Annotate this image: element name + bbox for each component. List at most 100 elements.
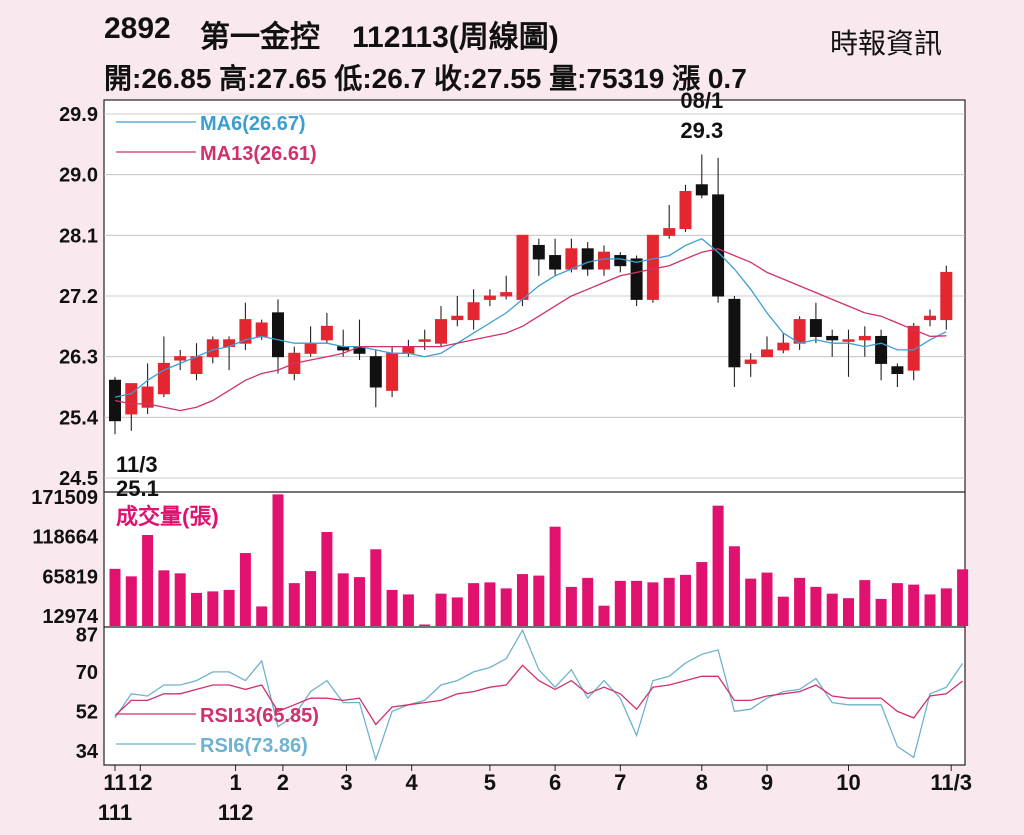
volume-bar: [386, 589, 398, 626]
price-tick-label: 25.4: [59, 407, 99, 429]
volume-bar: [680, 574, 691, 626]
candle-body: [109, 379, 121, 422]
stock-code: 2892: [104, 12, 171, 45]
volume-bar: [924, 594, 936, 626]
volume-bar: [631, 580, 643, 626]
candle-body: [777, 342, 790, 351]
candle-body: [206, 339, 219, 358]
volume-bar: [321, 531, 333, 626]
candle-body: [141, 386, 154, 408]
candle-body: [793, 319, 806, 344]
candle-body: [320, 325, 333, 341]
volume-bar: [256, 606, 268, 626]
x-tick-year-label: 111: [98, 800, 132, 825]
volume-bar: [288, 583, 300, 626]
volume-bar: [419, 624, 431, 626]
volume-bar: [859, 580, 871, 626]
volume-bar: [728, 546, 740, 626]
volume-bar: [354, 577, 365, 626]
volume-bar: [582, 577, 594, 626]
low-value-annotation: 25.1: [116, 476, 159, 501]
price-tick-label: 24.5: [59, 468, 98, 490]
volume-bar: [370, 549, 382, 626]
x-tick-label: 4: [406, 770, 419, 795]
candle-body: [875, 335, 888, 364]
candle-body: [386, 352, 399, 391]
rsi-legend-label: RSI6(73.86): [200, 735, 308, 757]
volume-bar: [647, 582, 659, 626]
volume-bar: [875, 598, 887, 626]
candle-body: [500, 292, 513, 297]
volume-bar: [565, 586, 577, 626]
rsi-tick-label: 34: [76, 741, 99, 763]
volume-bar: [207, 591, 219, 626]
candle-body: [940, 271, 953, 321]
candle-body: [402, 346, 415, 354]
volume-tick-label: 65819: [42, 566, 98, 588]
candle-body: [761, 349, 773, 358]
volume-bar: [957, 569, 969, 626]
price-tick-label: 29.9: [59, 104, 98, 126]
peak-value-annotation: 29.3: [680, 118, 723, 143]
candle-body: [174, 356, 187, 361]
rsi-tick-label: 70: [76, 662, 98, 684]
volume-bar: [891, 583, 903, 626]
x-tick-label: 5: [484, 770, 496, 795]
price-tick-label: 26.3: [59, 347, 98, 369]
candle-body: [565, 248, 578, 270]
price-tick-label: 27.2: [59, 286, 98, 308]
candle-body: [891, 366, 904, 375]
volume-bar: [598, 605, 610, 626]
candle-body: [239, 319, 252, 344]
chart-date-range: 112113(周線圖): [352, 21, 559, 54]
rsi13-line: [114, 664, 964, 726]
volume-bar: [712, 505, 724, 626]
peak-date-annotation: 08/1: [680, 88, 723, 113]
chart-frame: [103, 99, 966, 766]
volume-bar: [794, 577, 806, 626]
x-tick-label: 3: [340, 770, 352, 795]
x-tick-label: 8: [696, 770, 708, 795]
candle-body: [451, 315, 464, 321]
candle-body: [728, 298, 741, 368]
volume-title: 成交量(張): [116, 504, 219, 529]
candle-body: [304, 342, 317, 354]
x-tick-label: 10: [836, 770, 860, 795]
x-tick-label: 11/3: [930, 770, 972, 795]
candle-body: [744, 359, 757, 364]
candle-body: [190, 356, 203, 375]
rsi6-line: [114, 628, 964, 762]
legend-label: MA6(26.67): [200, 113, 306, 135]
volume-bar: [191, 592, 202, 626]
candle-body: [549, 255, 562, 270]
volume-bar: [305, 571, 317, 626]
candle-body: [255, 322, 268, 337]
candle-body: [435, 319, 447, 344]
volume-bar: [158, 570, 170, 626]
x-tick-label: 7: [614, 770, 626, 795]
candle-body: [907, 325, 920, 371]
volume-bar: [696, 562, 708, 626]
candle-body: [646, 234, 659, 300]
source-label: 時報資訊: [830, 28, 943, 59]
volume-bar: [223, 589, 235, 626]
ma6-line: [114, 237, 947, 398]
x-tick-label: 2: [277, 770, 289, 795]
candle-body: [614, 255, 627, 267]
stock-name: 第一金控: [200, 21, 320, 54]
volume-bar: [761, 572, 773, 626]
candle-body: [272, 312, 284, 358]
legend-label: MA13(26.61): [200, 143, 317, 165]
candle-body: [695, 184, 708, 196]
volume-bar: [435, 593, 447, 626]
rsi-tick-label: 87: [76, 625, 98, 647]
candle-body: [532, 244, 545, 260]
x-tick-label: 9: [761, 770, 773, 795]
volume-bar: [272, 494, 284, 626]
candle-body: [516, 234, 529, 300]
volume-bar: [940, 588, 952, 626]
volume-bar: [500, 588, 512, 626]
candle-body: [630, 258, 643, 300]
candle-body: [826, 335, 839, 341]
volume-bar: [663, 577, 675, 626]
